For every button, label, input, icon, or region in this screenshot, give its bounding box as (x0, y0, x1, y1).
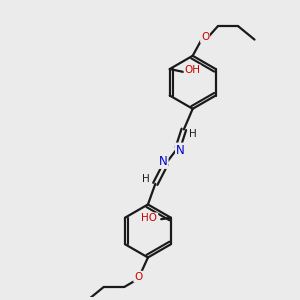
Text: N: N (176, 143, 185, 157)
Text: O: O (201, 32, 209, 42)
Text: OH: OH (184, 65, 200, 76)
Text: N: N (159, 155, 168, 168)
Text: HO: HO (141, 213, 158, 223)
Text: O: O (134, 272, 142, 282)
Text: H: H (142, 174, 150, 184)
Text: H: H (189, 129, 197, 139)
